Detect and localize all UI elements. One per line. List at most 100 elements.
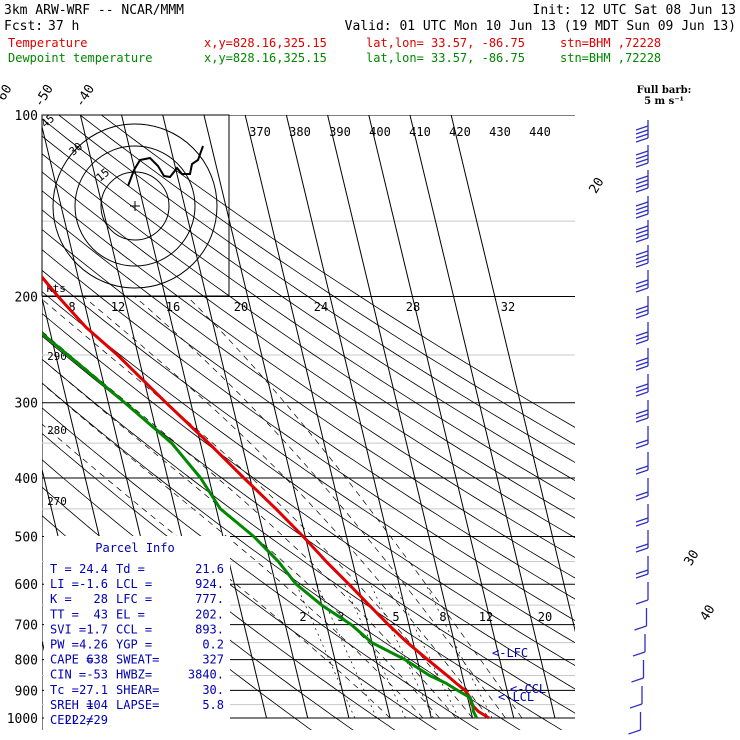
pressure-label: 600 <box>15 578 38 593</box>
parcel-info-cell: LCL = <box>116 577 152 591</box>
legend-dewpoint-stn: stn=BHM ,72228 <box>560 51 661 65</box>
wind-barb <box>635 504 649 527</box>
parcel-info-cell: 0.2 <box>202 638 224 652</box>
barb-legend-value: 5 m s⁻¹ <box>644 96 684 107</box>
parcel-info-cell: 222/29 <box>65 713 108 727</box>
isotherm-label: -60 <box>0 82 16 110</box>
level-markers: <-LFC <-CCL <-LCL <box>492 646 546 704</box>
moist-adiabat <box>42 423 391 719</box>
dry-adiabat <box>42 335 575 714</box>
temperature-curve <box>42 274 490 720</box>
hodograph-ring-15 <box>100 171 170 241</box>
parcel-info-cell: HWBZ= <box>116 668 152 682</box>
legend-dewpoint-point: x,y=828.16,325.15 <box>204 51 327 65</box>
dry-adiabat <box>42 291 575 666</box>
wind-barbs <box>628 120 649 735</box>
parcel-info-cell: 202. <box>195 607 224 621</box>
wind-barb <box>635 556 649 579</box>
theta-left-label: 290 <box>47 350 67 363</box>
wind-barb <box>634 608 648 631</box>
theta-e-label: 12 <box>111 300 125 314</box>
wind-barb <box>632 634 646 657</box>
parcel-info-cell: 327 <box>202 653 224 667</box>
marker-lfc: <-LFC <box>492 646 528 660</box>
theta-e-label: 8 <box>68 300 75 314</box>
mixing-ratio-label: 5 <box>392 610 399 624</box>
dry-adiabat <box>42 249 575 622</box>
wind-barb <box>635 170 649 193</box>
hodograph-units: kts <box>46 282 66 295</box>
wind-barb <box>628 712 642 735</box>
parcel-info-cell: 638 <box>86 653 108 667</box>
parcel-info-cell: Td = <box>116 562 145 576</box>
parcel-info-cell: K = <box>50 592 72 606</box>
mixing-ratio-label: 8 <box>439 610 446 624</box>
parcel-info-cell: LFC = <box>116 592 152 606</box>
legend-dewpoint: Dewpoint temperature x,y=828.16,325.15 l… <box>8 51 661 65</box>
isotherm <box>450 115 575 633</box>
model-title: 3km ARW-WRF -- NCAR/MMM <box>4 3 184 18</box>
isotherm-label: 20 <box>587 175 608 196</box>
moist-adiabat <box>134 296 506 719</box>
parcel-info-cell: CAPE = <box>50 653 93 667</box>
mixing-ratio-line <box>343 584 406 719</box>
parcel-info-title: Parcel Info <box>95 541 174 555</box>
isotherm-label: -50 <box>32 82 57 110</box>
wind-barb <box>635 196 649 219</box>
moist-adiabat <box>42 382 424 719</box>
isotherm <box>327 115 474 719</box>
parcel-info-cell: LI = <box>50 577 79 591</box>
theta-top-label: 370 <box>249 125 271 139</box>
wind-barb <box>635 582 649 605</box>
theta-top-label: 440 <box>529 125 551 139</box>
parcel-info-cell: 5.8 <box>202 698 224 712</box>
pressure-label: 300 <box>15 397 38 412</box>
wind-barb <box>635 400 649 423</box>
theta-e-label: 32 <box>501 300 515 314</box>
parcel-info-cell: 777. <box>195 592 224 606</box>
init-time: Init: 12 UTC Sat 08 Jun 13 <box>533 3 737 18</box>
parcel-info-cell: 893. <box>195 622 224 636</box>
parcel-info-cell: EL = <box>116 607 145 621</box>
theta-top-label: 390 <box>329 125 351 139</box>
parcel-info-cell: PW = <box>50 638 79 652</box>
parcel-info-cell: SWEAT= <box>116 653 159 667</box>
valid-time: Valid: 01 UTC Mon 10 Jun 13 (19 MDT Sun … <box>345 19 736 34</box>
pressure-label: 100 <box>15 109 38 124</box>
hodograph-ring-30 <box>74 145 196 267</box>
legend-temperature-name: Temperature <box>8 36 87 50</box>
theta-e-label: 24 <box>314 300 328 314</box>
parcel-info-cell: CCL = <box>116 622 152 636</box>
wind-barb <box>635 348 649 371</box>
parcel-info-cell: SVI = <box>50 622 86 636</box>
wind-barb <box>635 120 649 143</box>
theta-top-label: 400 <box>369 125 391 139</box>
legend-dewpoint-name: Dewpoint temperature <box>8 51 153 65</box>
isotherm <box>203 115 350 719</box>
parcel-info-cell: -1.6 <box>79 577 108 591</box>
theta-top-label: 420 <box>449 125 471 139</box>
dry-adiabat <box>42 312 575 690</box>
wind-barb <box>635 322 649 345</box>
parcel-info-cell: TT = <box>50 607 79 621</box>
isotherm <box>409 115 556 719</box>
parcel-info-cell: YGP = <box>116 638 152 652</box>
theta-e-label: 20 <box>234 300 248 314</box>
parcel-info-cell: 104 <box>86 698 108 712</box>
mixing-ratio-label: 20 <box>538 610 552 624</box>
legend-temperature-latlon: lat,lon= 33.57, -86.75 <box>366 36 525 50</box>
parcel-info-rows: T = 24.4 Td = 21.6 LI = -1.6 LCL = 924. K = 28 LFC… <box>50 562 224 727</box>
theta-e-label: 28 <box>406 300 420 314</box>
moist-adiabat <box>187 296 523 719</box>
theta-left-label: 280 <box>47 424 67 437</box>
forecast-hours: 37 h <box>48 19 79 34</box>
pressure-label: 900 <box>15 684 38 699</box>
wind-barb <box>629 686 643 709</box>
pressure-label: 200 <box>15 291 38 306</box>
wind-barb <box>635 220 649 243</box>
dry-adiabat <box>42 229 575 600</box>
legend-temperature-stn: stn=BHM ,72228 <box>560 36 661 50</box>
parcel-info-cell: 924. <box>195 577 224 591</box>
barb-legend-title: Full barb: <box>637 85 692 96</box>
pressure-label: 500 <box>15 530 38 545</box>
